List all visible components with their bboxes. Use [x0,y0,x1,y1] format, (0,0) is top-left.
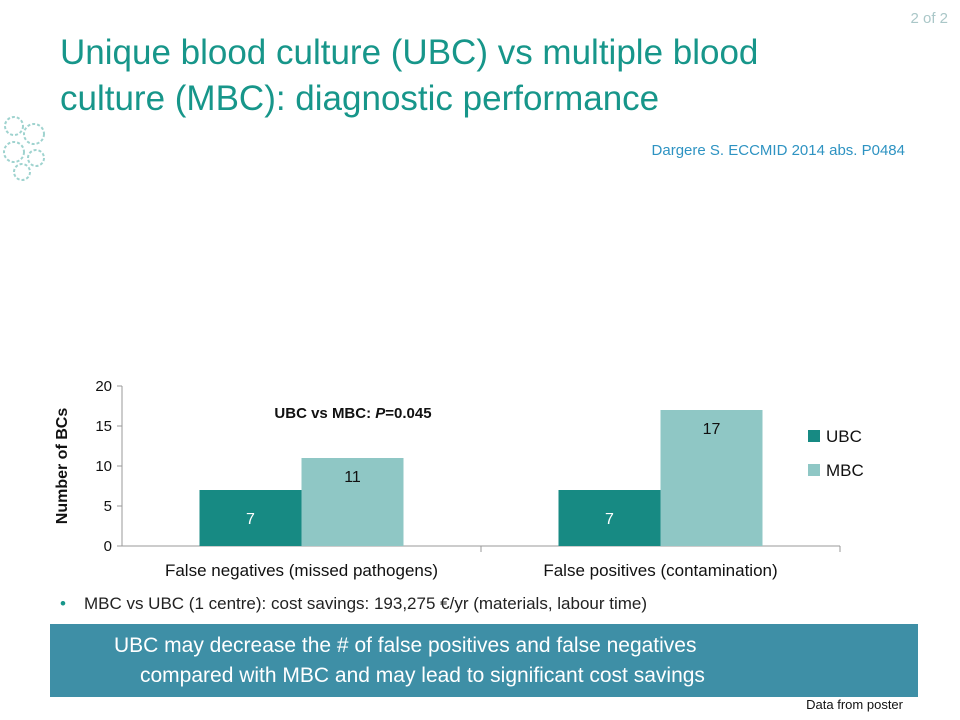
slide-title: Unique blood culture (UBC) vs multiple b… [60,30,930,122]
y-tick-label: 15 [95,418,112,435]
legend: UBC MBC [808,427,864,480]
footnote: Data from poster [806,697,903,712]
data-label-ubc-1: 7 [605,511,614,528]
y-tick-label: 20 [95,378,112,395]
chart: 0 5 10 15 20 7 11 7 17 False negatives (missed … [40,370,920,585]
bullet-text: MBC vs UBC (1 centre): cost savings: 193… [83,594,648,613]
y-tick-label: 0 [104,538,112,555]
bar-ubc-0 [199,490,302,546]
legend-swatch-ubc [808,430,820,442]
data-label-mbc-1: 17 [703,421,721,438]
annotation-p: P [375,405,386,422]
y-tick-label: 10 [95,458,112,475]
bullet-dot-icon: • [60,594,66,613]
cost-bullet: • MBC vs UBC (1 centre): cost savings: 19… [60,594,647,614]
banner-line-2: compared with MBC and may lead to signif… [140,664,705,687]
virus-cluster-logo-icon [3,116,45,181]
p-value-annotation: UBC vs MBC: P=0.045 [274,405,431,422]
data-label-mbc-0: 11 [344,469,361,486]
citation: Dargere S. ECCMID 2014 abs. P0484 [651,142,905,159]
x-tick-labels: False negatives (missed pathogens) False … [165,561,778,580]
page-counter: 2 of 2 [910,10,948,27]
legend-label-ubc: UBC [826,427,862,446]
x-tick-label-1: False positives (contamination) [543,561,777,580]
x-tick-label-0: False negatives (missed pathogens) [165,561,438,580]
annotation-prefix: UBC vs MBC: [274,405,375,422]
conclusion-banner: UBC may decrease the # of false positive… [50,624,918,697]
annotation-value: =0.045 [385,405,431,422]
y-tick-label: 5 [104,498,112,515]
legend-swatch-mbc [808,464,820,476]
data-label-ubc-0: 7 [246,511,255,528]
y-ticks: 0 5 10 15 20 [95,378,122,555]
bar-chart-svg: 0 5 10 15 20 7 11 7 17 False negatives (missed … [54,378,864,580]
bar-mbc-0 [301,458,404,546]
bars: 7 11 7 17 [199,410,763,546]
bar-ubc-1 [558,490,661,546]
banner-line-1: UBC may decrease the # of false positive… [114,634,697,657]
y-axis-label: Number of BCs [54,408,71,525]
title-line-2: culture (MBC): diagnostic performance [60,79,660,118]
legend-label-mbc: MBC [826,461,864,480]
title-line-1: Unique blood culture (UBC) vs multiple b… [60,33,759,72]
bar-mbc-1 [660,410,763,546]
